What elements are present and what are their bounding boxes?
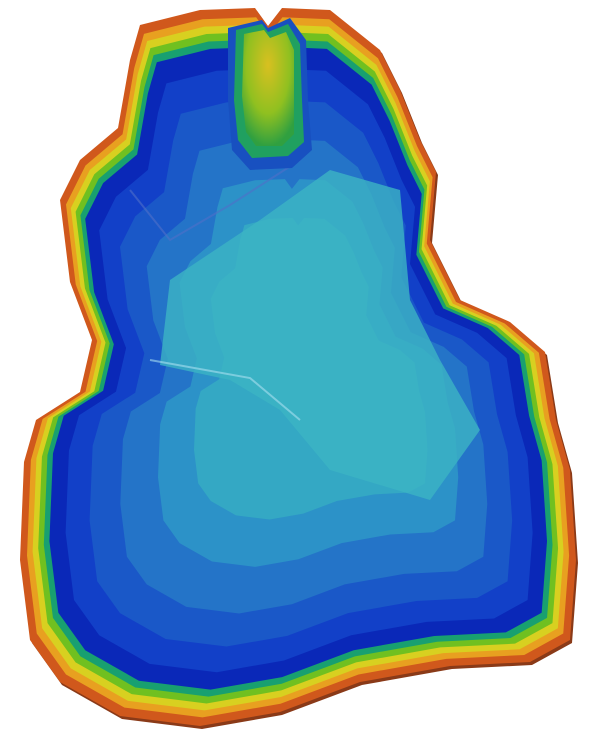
peninsula-top	[242, 30, 294, 146]
bathymetry-map	[0, 0, 590, 733]
peninsula	[228, 18, 312, 170]
page: Lake bathymetry {} html, body { margin: …	[0, 0, 590, 733]
page-body	[0, 0, 590, 733]
